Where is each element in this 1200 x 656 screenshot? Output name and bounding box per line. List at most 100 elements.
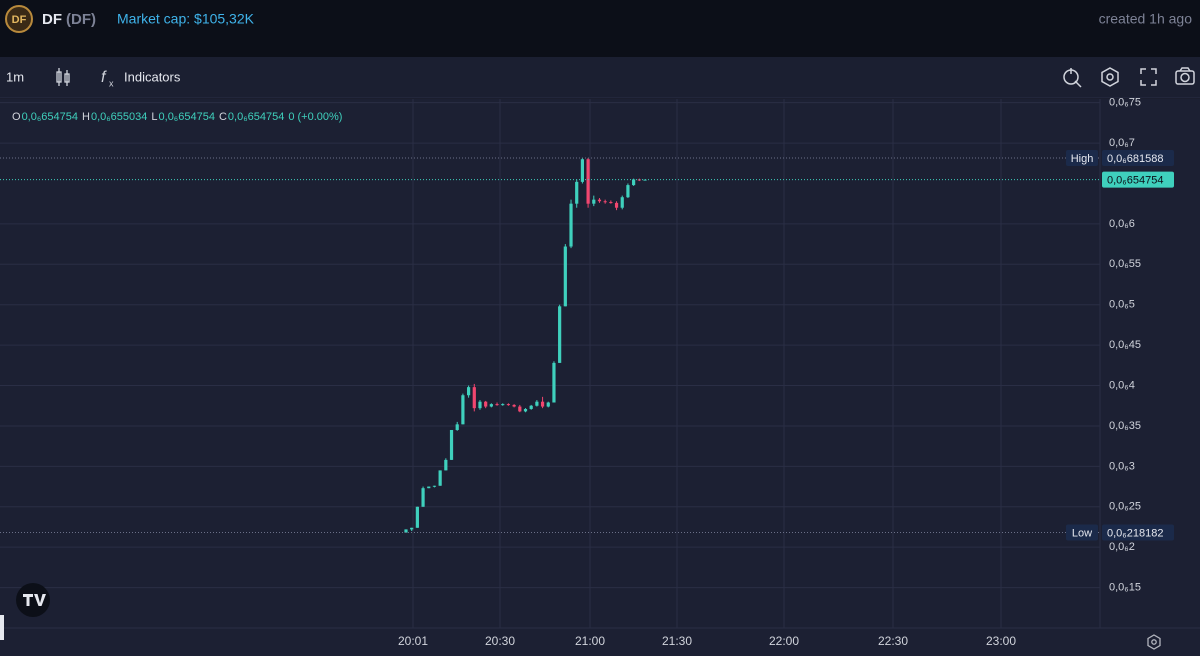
axis-settings-button[interactable] <box>1147 634 1161 650</box>
overlay: 0,0₆681588 High 0,0₆218182 Low 0,0₆654754 <box>0 149 1174 541</box>
tradingview-logo[interactable] <box>16 583 50 617</box>
price-box <box>1102 524 1174 541</box>
chart-background <box>0 99 1200 656</box>
candle-body <box>489 404 493 407</box>
legend-key: L <box>151 111 157 123</box>
screenshot-button[interactable] <box>1175 67 1195 85</box>
candle-body <box>632 179 636 186</box>
candle-body <box>518 406 522 412</box>
candle-body <box>438 470 442 486</box>
x-tick-label: 20:01 <box>398 634 428 648</box>
fullscreen-button[interactable] <box>1140 68 1157 86</box>
candle-body <box>592 199 596 204</box>
candle-body <box>427 486 431 489</box>
marker-tag-label: High <box>1071 153 1094 165</box>
marker-tag <box>1066 149 1098 166</box>
created-time: created 1h ago <box>1099 11 1193 27</box>
candle-body <box>603 201 607 203</box>
candle-body <box>552 362 556 403</box>
y-tick-label: 0,0₆5 <box>1109 299 1135 311</box>
x-tick-label: 22:00 <box>769 634 799 648</box>
candle-body <box>586 159 590 204</box>
x-tick-label: 21:00 <box>575 634 605 648</box>
legend-key: C <box>219 111 227 123</box>
market-cap: Market cap: $105,32K <box>117 11 255 27</box>
price-label: 0,0₆218182 <box>1107 527 1163 539</box>
svg-text:f: f <box>101 69 107 86</box>
y-tick-label: 0,0₆15 <box>1109 581 1141 593</box>
price-label: 0,0₆681588 <box>1107 153 1163 165</box>
candle-body <box>563 246 567 307</box>
candle-body <box>472 387 476 409</box>
marker-tag-label: Low <box>1072 527 1092 539</box>
price-box <box>1102 149 1174 166</box>
candle-body <box>449 429 454 460</box>
candle-body <box>432 485 437 487</box>
x-tick-label: 20:30 <box>485 634 515 648</box>
candle-body <box>478 401 482 409</box>
x-tick-label: 22:30 <box>878 634 908 648</box>
candle-body <box>455 424 459 430</box>
token-ticker: (DF) <box>66 11 96 28</box>
legend-key: O <box>12 111 21 123</box>
legend-value: 0,0₆654754 <box>22 111 78 123</box>
candle-body <box>444 459 448 471</box>
svg-text:DF: DF <box>12 14 27 26</box>
candle-body <box>580 159 585 182</box>
candle-body <box>626 185 630 198</box>
y-tick-label: 0,0₆4 <box>1109 379 1135 391</box>
y-tick-label: 0,0₆2 <box>1109 541 1135 553</box>
candle-body <box>506 404 511 406</box>
candle-body <box>614 202 619 208</box>
candle-body <box>558 306 562 363</box>
y-tick-label: 0,0₆6 <box>1109 218 1135 230</box>
y-tick-label: 0,0₆3 <box>1109 460 1135 472</box>
candle-body <box>415 506 419 528</box>
candle-body <box>421 488 425 507</box>
candle-body <box>529 405 533 409</box>
candle-body <box>609 202 613 204</box>
indicators-label[interactable]: Indicators <box>124 69 181 84</box>
candle-body <box>569 203 573 247</box>
y-tick-label: 0,0₆25 <box>1109 501 1141 513</box>
chart-type-button[interactable] <box>56 68 70 86</box>
indicators-button[interactable]: f x Indicators <box>101 69 181 88</box>
candles <box>404 157 647 533</box>
legend-key: H <box>82 111 90 123</box>
y-tick-label: 0,0₆35 <box>1109 420 1141 432</box>
y-tick-label: 0,0₆45 <box>1109 339 1141 351</box>
x-tick-label: 21:30 <box>662 634 692 648</box>
y-tick-label: 0,0₆55 <box>1109 258 1141 270</box>
candle-body <box>620 197 624 208</box>
marker-tag <box>1066 524 1098 541</box>
price-label: 0,0₆654754 <box>1107 175 1163 187</box>
token-logo: DF <box>5 5 33 33</box>
candle-body <box>501 404 505 406</box>
price-box <box>1102 171 1174 188</box>
candle-body <box>523 408 528 412</box>
toolbar <box>0 57 1200 98</box>
svg-text:x: x <box>109 78 114 88</box>
x-tick-label: 23:00 <box>986 634 1016 648</box>
candle-body <box>466 387 471 396</box>
ohlc-legend: O 0,0₆654754 H 0,0₆655034 L 0,0₆654754 C 0,0₆65… <box>12 111 342 123</box>
legend-value: 0,0₆655034 <box>91 111 147 123</box>
y-tick-label: 0,0₆75 <box>1109 97 1141 109</box>
token-name: DF <box>42 11 62 28</box>
side-tab[interactable] <box>0 615 4 640</box>
candle-body <box>540 401 545 407</box>
interval-button[interactable]: 1m <box>6 69 24 84</box>
candle-body <box>535 401 539 406</box>
candle-body <box>546 402 550 407</box>
settings-button[interactable] <box>1101 67 1119 87</box>
candle-body <box>410 527 414 530</box>
candle-body <box>495 404 499 406</box>
candle-body <box>512 404 516 407</box>
y-tick-label: 0,0₆7 <box>1109 137 1135 149</box>
candle-body <box>404 529 408 533</box>
candle-body <box>484 401 488 407</box>
crosshair-button[interactable] <box>1063 68 1082 88</box>
header-bar <box>0 0 1200 57</box>
